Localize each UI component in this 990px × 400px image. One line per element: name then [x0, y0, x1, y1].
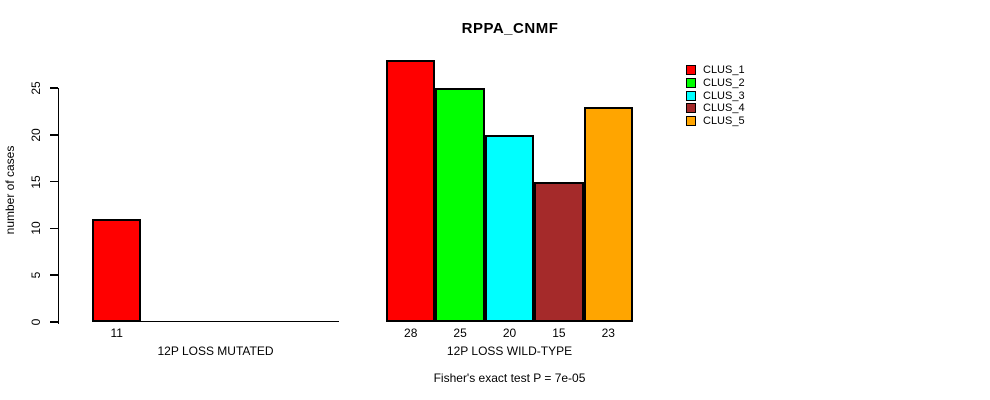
bar-value-label: 23	[601, 326, 615, 340]
legend-swatch-icon	[686, 103, 696, 114]
bar-CLUS_2	[435, 88, 485, 322]
y-axis-tick	[49, 321, 58, 323]
group-label-wild-type: 12P LOSS WILD-TYPE	[446, 344, 573, 358]
bar-value-label: 25	[453, 326, 467, 340]
legend-swatch-icon	[686, 78, 696, 89]
bar-value-label: 28	[404, 326, 418, 340]
y-tick-label: 15	[29, 174, 43, 189]
legend-item-label: CLUS_2	[703, 77, 745, 90]
y-tick-label: 25	[29, 81, 43, 95]
y-tick-label: 20	[29, 128, 43, 142]
group-label-mutated: 12P LOSS MUTATED	[157, 344, 274, 358]
y-tick-label: 10	[29, 221, 43, 236]
bar-CLUS_3	[484, 134, 535, 322]
legend-item: CLUS_1	[686, 64, 745, 77]
legend-swatch-icon	[686, 116, 696, 127]
x-axis-line	[92, 320, 339, 322]
chart-title: RPPA_CNMF	[461, 20, 559, 37]
y-axis-tick	[49, 134, 58, 136]
y-tick-label: 5	[29, 271, 43, 279]
bar-CLUS_5	[583, 106, 633, 322]
legend-swatch-icon	[686, 90, 696, 101]
y-axis-tick	[49, 227, 58, 230]
bar-CLUS_4	[534, 181, 584, 322]
legend-item-label: CLUS_5	[703, 115, 745, 128]
legend-item-label: CLUS_4	[703, 102, 745, 115]
bar-value-label: 20	[502, 326, 517, 340]
bar-CLUS_1	[386, 59, 436, 322]
y-axis-tick	[49, 274, 58, 276]
legend-item: CLUS_4	[686, 102, 745, 115]
legend: CLUS_1 CLUS_2 CLUS_3 CLUS_4 CLUS_5	[686, 64, 745, 127]
legend-item-label: CLUS_3	[703, 89, 745, 102]
y-tick-label: 0	[29, 318, 43, 326]
legend-item: CLUS_3	[686, 89, 745, 102]
y-axis-tick	[49, 180, 58, 183]
y-axis-label: number of cases	[3, 145, 17, 235]
bar-value-label: 11	[110, 326, 123, 340]
bar-value-label: 15	[552, 326, 566, 340]
fisher-test-annotation: Fisher's exact test P = 7e-05	[433, 371, 586, 385]
bar-CLUS_1	[92, 219, 142, 322]
y-axis-line	[57, 88, 59, 324]
legend-item: CLUS_5	[686, 115, 745, 128]
legend-item: CLUS_2	[686, 77, 745, 90]
y-axis-tick	[49, 87, 58, 89]
legend-swatch-icon	[686, 65, 696, 76]
legend-item-label: CLUS_1	[703, 64, 745, 77]
